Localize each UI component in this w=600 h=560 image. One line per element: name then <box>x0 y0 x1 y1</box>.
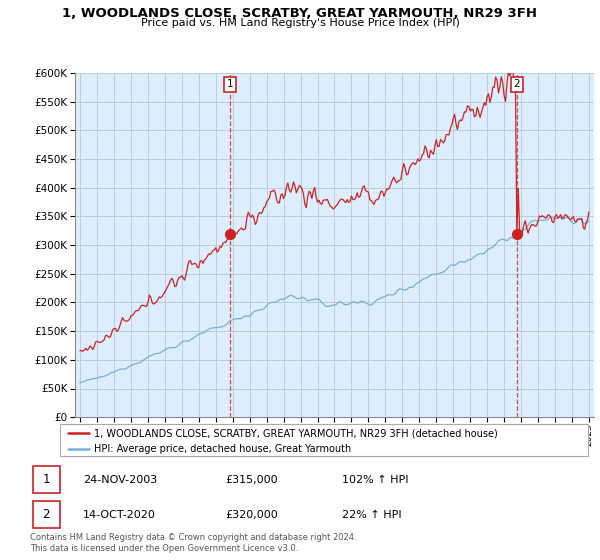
Text: Price paid vs. HM Land Registry's House Price Index (HPI): Price paid vs. HM Land Registry's House … <box>140 18 460 28</box>
FancyBboxPatch shape <box>33 466 59 493</box>
Text: Contains HM Land Registry data © Crown copyright and database right 2024.
This d: Contains HM Land Registry data © Crown c… <box>30 533 356 553</box>
FancyBboxPatch shape <box>33 501 59 528</box>
Text: 24-NOV-2003: 24-NOV-2003 <box>83 475 157 484</box>
Text: 1: 1 <box>43 473 50 486</box>
Text: 1: 1 <box>227 80 233 89</box>
Text: 22% ↑ HPI: 22% ↑ HPI <box>343 510 402 520</box>
Text: 14-OCT-2020: 14-OCT-2020 <box>83 510 156 520</box>
Text: £315,000: £315,000 <box>226 475 278 484</box>
Text: 2: 2 <box>514 80 520 89</box>
Text: HPI: Average price, detached house, Great Yarmouth: HPI: Average price, detached house, Grea… <box>94 444 352 454</box>
FancyBboxPatch shape <box>60 424 588 456</box>
Text: 102% ↑ HPI: 102% ↑ HPI <box>343 475 409 484</box>
Text: 1, WOODLANDS CLOSE, SCRATBY, GREAT YARMOUTH, NR29 3FH (detached house): 1, WOODLANDS CLOSE, SCRATBY, GREAT YARMO… <box>94 428 498 438</box>
Text: 1, WOODLANDS CLOSE, SCRATBY, GREAT YARMOUTH, NR29 3FH: 1, WOODLANDS CLOSE, SCRATBY, GREAT YARMO… <box>62 7 538 20</box>
Text: 2: 2 <box>43 508 50 521</box>
Text: £320,000: £320,000 <box>226 510 278 520</box>
